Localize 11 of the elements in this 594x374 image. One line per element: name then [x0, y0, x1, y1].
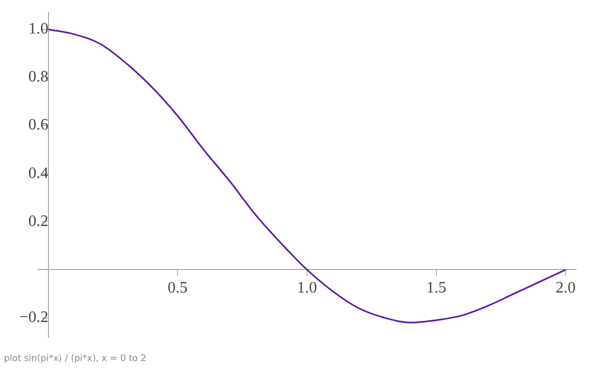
y-tick-label: 0.2: [28, 212, 48, 230]
x-tick-label: 0.5: [168, 280, 188, 297]
x-tick-label: 1.5: [426, 280, 446, 297]
x-tick-label: 1.0: [297, 280, 317, 297]
y-tick-label: 0.6: [28, 116, 48, 134]
y-tick-label: 0.4: [28, 164, 48, 182]
y-tick-label: 1.0: [28, 20, 48, 38]
text: plot sin(pi*x) / (pi*x), x = 0 to 2: [4, 354, 146, 364]
x-tick-label: 2.0: [556, 280, 576, 297]
y-tick-label: −0.2: [19, 308, 48, 326]
y-tick-label: 0.8: [28, 68, 48, 86]
